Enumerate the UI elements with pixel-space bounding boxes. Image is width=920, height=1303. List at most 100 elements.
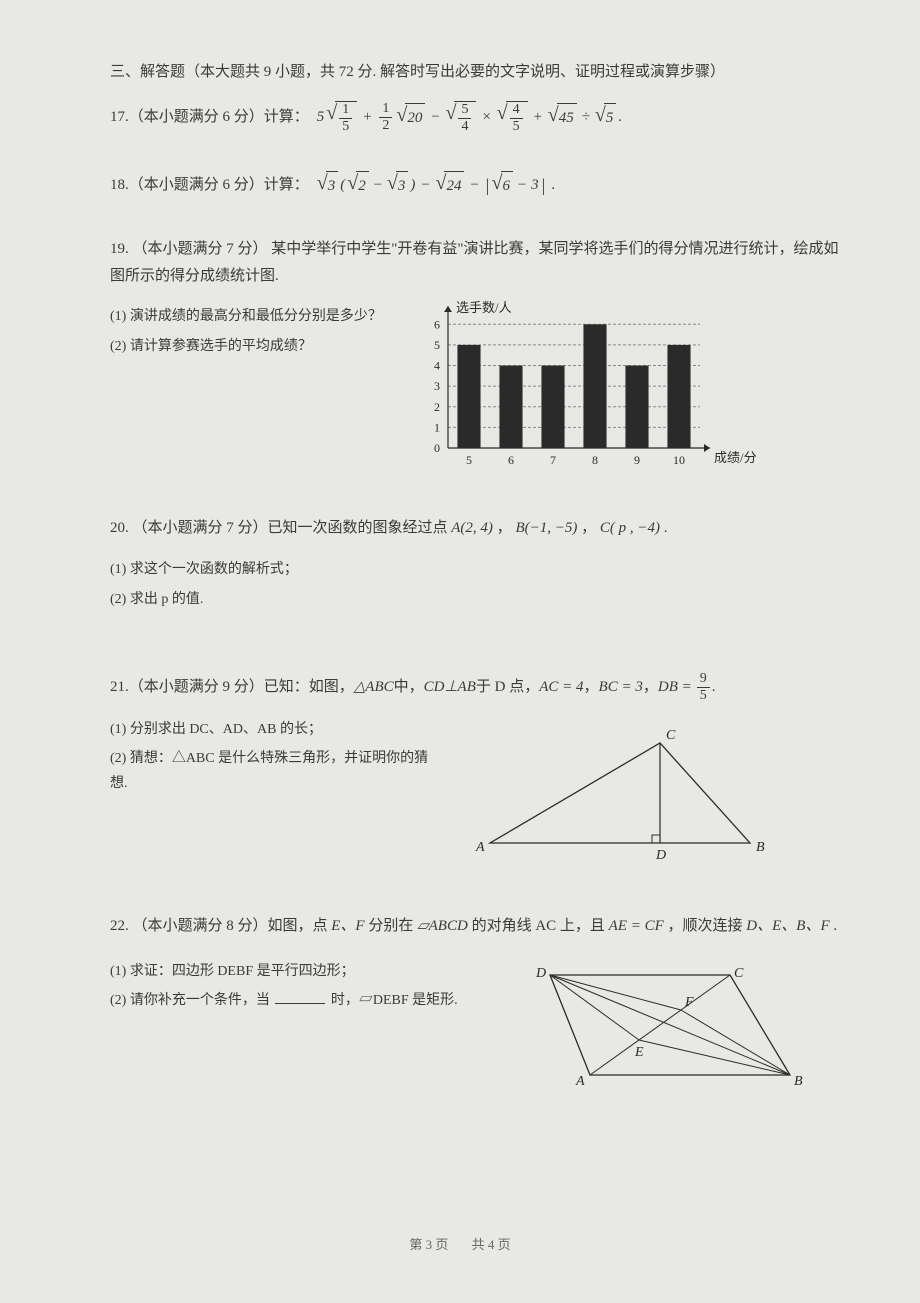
q21-bc: BC = 3 — [599, 674, 643, 701]
q21-s2: ， — [643, 674, 658, 701]
q20-sub2: (2) 求出 p 的值. — [110, 587, 840, 612]
q17-f1n: 1 — [339, 103, 352, 119]
svg-text:B: B — [756, 840, 765, 855]
svg-text:成绩/分: 成绩/分 — [714, 450, 757, 465]
q22-blank — [275, 990, 325, 1004]
page-footer: 第 3 页 共 4 页 — [0, 1234, 920, 1253]
q17-number: 17. — [110, 104, 129, 131]
q20-sub1: (1) 求这个一次函数的解析式； — [110, 557, 840, 582]
q17-f2n: 1 — [379, 102, 392, 118]
q22-ef: E、F — [331, 918, 364, 934]
svg-text:F: F — [684, 995, 694, 1010]
q19-prefix: （本小题满分 7 分） — [133, 241, 268, 257]
q17-f3d: 4 — [458, 119, 471, 134]
problem-21: 21. （本小题满分 9 分）已知：如图， △ABC 中， CD⊥AB 于 D … — [110, 672, 840, 873]
q21-sub1: (1) 分别求出 DC、AD、AB 的长； — [110, 717, 430, 742]
q22-prefix: （本小题满分 8 分）如图，点 — [133, 918, 332, 934]
q22-sub2: (2) 请你补充一个条件，当 时，▱DEBF 是矩形. — [110, 988, 490, 1013]
q18-rp: ) — [410, 172, 415, 199]
parallelogram-svg: DCABEF — [510, 955, 810, 1105]
q17-minus1: − — [430, 104, 440, 131]
q20-period: . — [664, 520, 668, 536]
svg-text:A: A — [575, 1074, 585, 1089]
q17-period: . — [618, 104, 622, 131]
problem-22: 22. （本小题满分 8 分）如图，点 E、F 分别在 ▱ABCD 的对角线 A… — [110, 913, 840, 1115]
q18-bl: | — [485, 169, 490, 201]
q22-para: ▱ABCD — [417, 918, 468, 934]
q17-div: ÷ — [582, 104, 590, 131]
q22-s2a: (2) 请你补充一个条件，当 — [110, 993, 270, 1008]
q21-prefix: （本小题满分 9 分）已知：如图， — [129, 674, 354, 701]
q18-number: 18. — [110, 172, 129, 199]
q18-prefix: （本小题满分 6 分）计算： — [129, 172, 309, 199]
q17-s45: 45 — [557, 103, 577, 132]
svg-text:C: C — [734, 966, 744, 981]
problem-18: 18. （本小题满分 6 分）计算： √3 ( √2 − √3 ) − √24 … — [110, 169, 840, 201]
svg-text:D: D — [655, 848, 666, 863]
q21-dbn: 9 — [697, 672, 710, 688]
q19-sub2: (2) 请计算参赛选手的平均成绩？ — [110, 334, 390, 359]
svg-text:A: A — [475, 840, 485, 855]
q17-plus2: + — [533, 104, 543, 131]
q22-number: 22. — [110, 918, 129, 934]
svg-text:2: 2 — [434, 400, 440, 414]
q21-m2: 于 D 点， — [476, 674, 539, 701]
q21-number: 21. — [110, 674, 129, 701]
q17-f4n: 4 — [510, 103, 523, 119]
q21-cd: CD⊥AB — [424, 674, 476, 701]
q19-chart: 12345605678910选手数/人成绩/分 — [410, 300, 770, 480]
q22-aecf: AE = CF — [609, 918, 664, 934]
q19-sub1: (1) 演讲成绩的最高分和最低分分别是多少？ — [110, 304, 390, 329]
problem-19: 19. （本小题满分 7 分） 某中学举行中学生"开卷有益"演讲比赛，某同学将选… — [110, 236, 840, 480]
svg-text:3: 3 — [434, 380, 440, 394]
svg-text:5: 5 — [434, 338, 440, 352]
q21-sub2: (2) 猜想：△ABC 是什么特殊三角形，并证明你的猜想. — [110, 746, 430, 796]
q18-period: . — [552, 172, 556, 199]
q17-f1d: 5 — [339, 119, 352, 134]
q17-times: × — [481, 104, 491, 131]
svg-text:7: 7 — [550, 453, 556, 467]
q22-figure: DCABEF — [510, 955, 810, 1115]
svg-text:E: E — [634, 1045, 644, 1060]
q18-expression: √3 ( √2 − √3 ) − √24 − | √6 − 3 | . — [317, 169, 556, 201]
svg-text:10: 10 — [673, 453, 685, 467]
q20-number: 20. — [110, 520, 129, 536]
q20-ptB: B(−1, −5) — [515, 520, 577, 536]
q17-f4d: 5 — [510, 119, 523, 134]
q21-period: . — [712, 674, 716, 701]
q17-s20: 20 — [405, 103, 425, 132]
q18-m1: − — [373, 172, 383, 199]
triangle-svg: ABCD — [460, 723, 780, 863]
q22-m1: 分别在 — [368, 918, 417, 934]
svg-text:D: D — [535, 966, 546, 981]
q22-sub1: (1) 求证：四边形 DEBF 是平行四边形； — [110, 959, 490, 984]
q20-s1: ， — [497, 520, 512, 536]
q19-number: 19. — [110, 241, 129, 257]
svg-text:6: 6 — [434, 318, 440, 332]
q18-s24: 24 — [444, 171, 464, 200]
footer-current: 第 3 页 — [409, 1237, 448, 1252]
q18-m4: − — [517, 172, 527, 199]
q18-br: | — [541, 169, 546, 201]
q20-ptC: C( p , −4) — [600, 520, 660, 536]
svg-text:0: 0 — [434, 441, 440, 455]
q18-m3: − — [469, 172, 479, 199]
svg-text:1: 1 — [434, 421, 440, 435]
section-title: 三、解答题（本大题共 9 小题，共 72 分. 解答时写出必要的文字说明、证明过… — [110, 60, 840, 81]
bar-chart-svg: 12345605678910选手数/人成绩/分 — [410, 300, 770, 470]
q22-debf: D、E、B、F — [746, 918, 829, 934]
q17-expression: 5 √15 + 12 √20 − √54 × √45 + √45 ÷ √5 . — [317, 101, 622, 134]
svg-text:9: 9 — [634, 453, 640, 467]
q22-m3: ，顺次连接 — [668, 918, 747, 934]
q20-ptA: A(2, 4) — [451, 520, 493, 536]
svg-text:5: 5 — [466, 453, 472, 467]
q21-figure: ABCD — [460, 723, 780, 873]
problem-20: 20. （本小题满分 7 分）已知一次函数的图象经过点 A(2, 4) ， B(… — [110, 515, 840, 611]
problem-17: 17. （本小题满分 6 分）计算： 5 √15 + 12 √20 − √54 … — [110, 101, 840, 134]
q21-ac: AC = 4 — [539, 674, 583, 701]
svg-text:选手数/人: 选手数/人 — [456, 300, 512, 315]
q21-dbl: DB = — [658, 674, 692, 701]
q17-plus1: + — [362, 104, 372, 131]
q20-s2: ， — [581, 520, 596, 536]
q22-s2b: 时，▱DEBF 是矩形. — [331, 993, 458, 1008]
